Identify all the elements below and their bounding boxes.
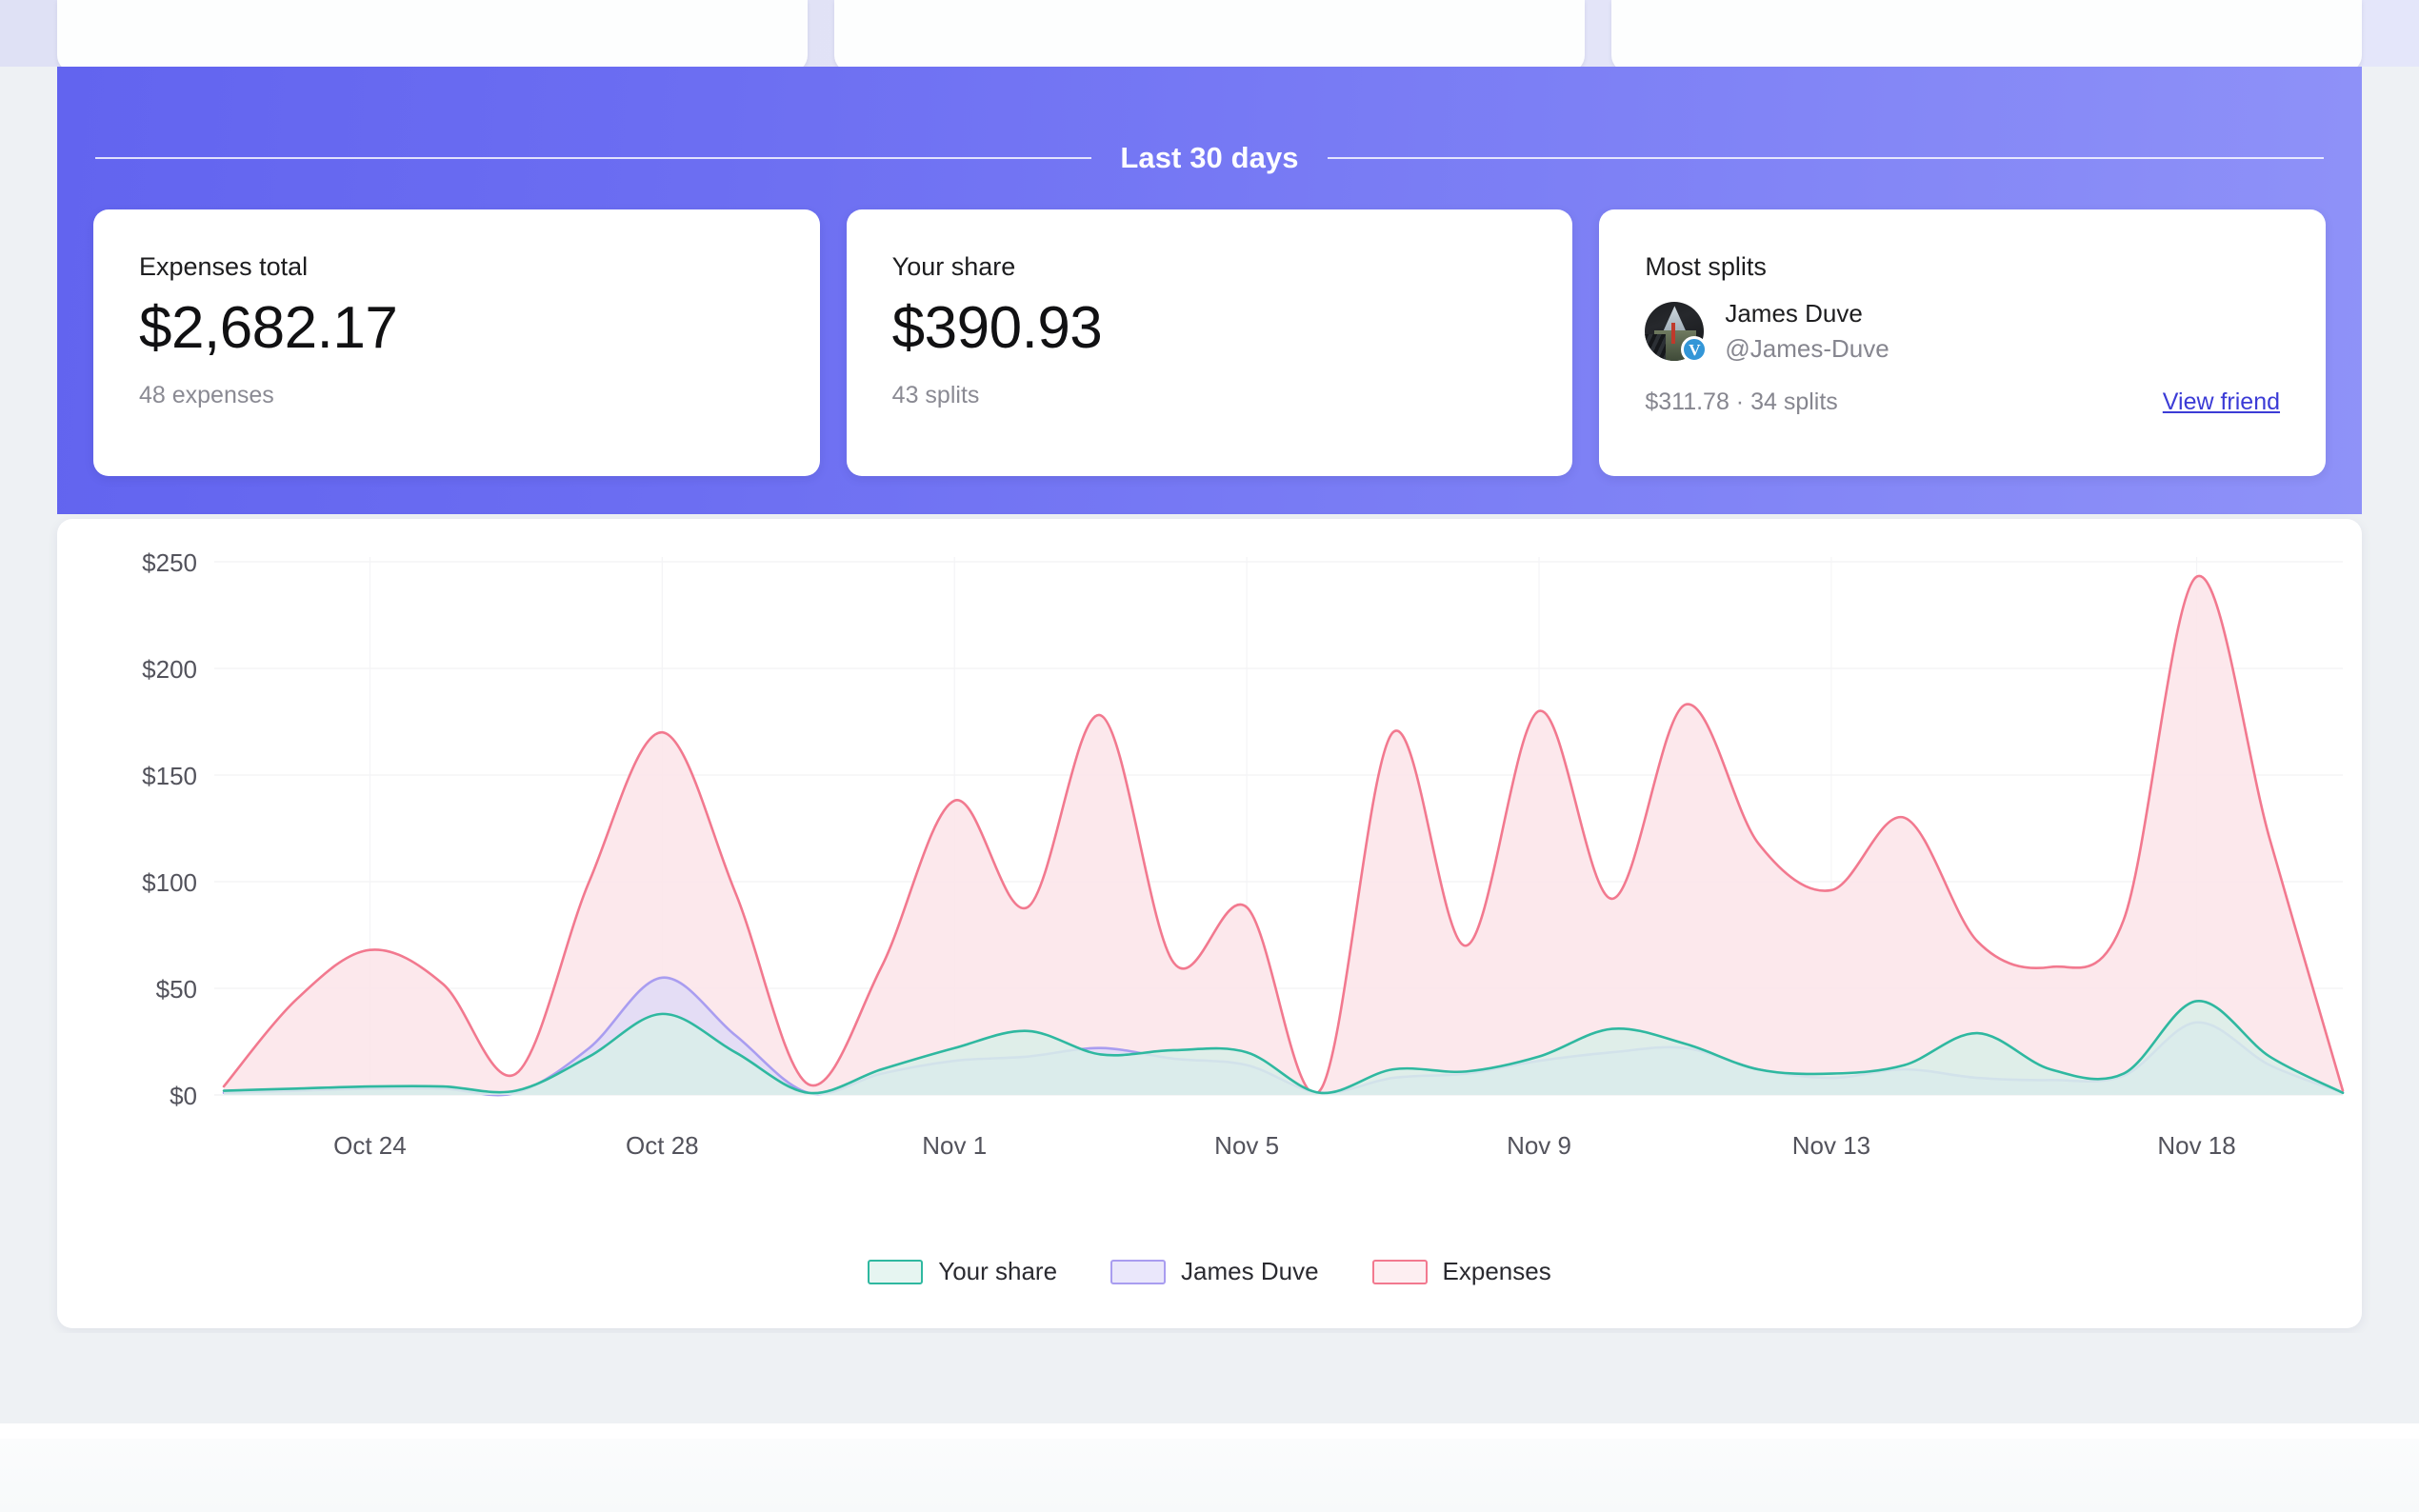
top-card-stub[interactable] [1611,0,2362,72]
last-30-days-band: Last 30 days Expenses total $2,682.17 48… [57,67,2362,514]
x-axis-tick-label: Oct 28 [626,1131,699,1160]
avatar-wrap[interactable]: V [1645,302,1709,364]
y-axis-tick-label: $150 [142,762,197,790]
expenses-area-chart[interactable]: $0 $50 $100 $150 $200 $250 Oct 24 Oct 28 Nov 1 No… [57,519,2362,1243]
x-axis-tick-label: Nov 18 [2157,1131,2235,1160]
band-header: Last 30 days [95,141,2324,175]
friend-stats: $311.78 · 34 splits [1645,388,1838,416]
your-share-sub: 43 splits [891,382,980,409]
scrolled-content-strip [0,0,2419,72]
chart-line-your-share [222,1000,2345,1095]
x-axis-tick-label: Nov 1 [922,1131,987,1160]
legend-item-expenses[interactable]: Expenses [1371,1257,1551,1286]
y-axis-tick-label: $0 [170,1082,197,1110]
x-axis-tick-label: Nov 9 [1507,1131,1571,1160]
bottom-white-band [0,1423,2419,1439]
friend-footer: $311.78 · 34 splits View friend [1645,388,2280,416]
chart-line-expenses [222,574,2345,1095]
top-card-stubs [57,0,2362,72]
chart-area-your-share [224,1001,2343,1095]
friend-handle: @James-Duve [1725,334,1889,364]
legend-label: Expenses [1442,1257,1551,1285]
friend-row[interactable]: V James Duve @James-Duve [1645,299,2280,364]
x-axis-tick-label: Nov 5 [1214,1131,1279,1160]
chart-area-expenses [224,575,2343,1095]
band-rule-left [95,157,1092,159]
friend-name: James Duve [1725,299,1863,328]
chart-legend: Your share James Duve Expenses [57,1257,2362,1286]
expenses-total-value: $2,682.17 [139,295,398,362]
legend-swatch-icon [1110,1259,1167,1284]
legend-swatch-icon [868,1259,924,1284]
bottom-ghost-content [0,1439,2419,1512]
most-splits-card[interactable]: Most splits V James Duve @James-Duv [1599,209,2327,476]
legend-item-james-duve[interactable]: James Duve [1110,1257,1319,1286]
expenses-total-label: Expenses total [139,252,309,281]
y-axis-tick-label: $200 [142,655,197,684]
expenses-chart-card: $0 $50 $100 $150 $200 $250 Oct 24 Oct 28 Nov 1 No… [57,519,2362,1328]
y-axis-tick-label: $100 [142,868,197,897]
band-rule-right [1327,157,2324,159]
view-friend-link[interactable]: View friend [2162,388,2281,416]
expenses-total-sub: 48 expenses [139,382,274,409]
y-axis-tick-label: $250 [142,548,197,577]
your-share-card[interactable]: Your share $390.93 43 splits [846,209,1573,476]
expenses-total-card[interactable]: Expenses total $2,682.17 48 expenses [93,209,820,476]
avatar-photo-rail [1645,334,1667,362]
top-card-stub[interactable] [57,0,808,72]
top-card-stub[interactable] [834,0,1585,72]
x-axis-tick-label: Nov 13 [1792,1131,1870,1160]
most-splits-label: Most splits [1645,252,1767,281]
legend-swatch-icon [1371,1259,1428,1284]
legend-label: Your share [938,1257,1058,1285]
legend-label: James Duve [1181,1257,1319,1285]
left-gutter [0,67,57,1328]
your-share-label: Your share [891,252,1016,281]
legend-item-your-share[interactable]: Your share [868,1257,1057,1286]
chart-inner: $0 $50 $100 $150 $200 $250 Oct 24 Oct 28 Nov 1 No… [57,519,2362,1328]
your-share-value: $390.93 [891,295,1103,362]
y-axis-tick-label: $50 [156,975,197,1004]
right-gutter [2362,67,2419,1328]
band-title: Last 30 days [1120,141,1299,174]
friend-names: James Duve @James-Duve [1725,299,1889,364]
verified-venmo-badge-icon: V [1681,336,1709,364]
avatar-photo-flag [1671,323,1676,345]
x-axis-tick-label: Oct 24 [333,1131,407,1160]
stat-cards: Expenses total $2,682.17 48 expenses You… [93,209,2327,476]
